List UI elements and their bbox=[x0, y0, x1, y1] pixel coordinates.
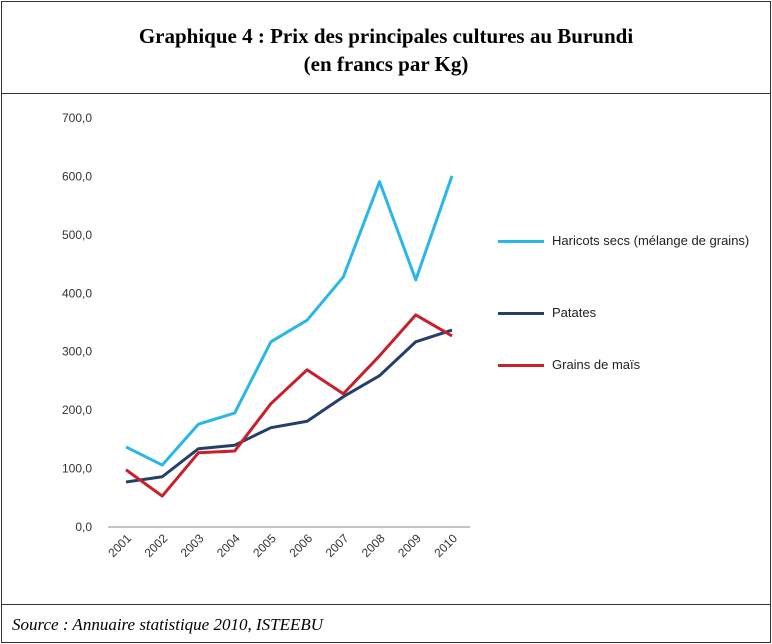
y-tick-label: 300,0 bbox=[62, 345, 92, 359]
x-tick-label: 2003 bbox=[178, 531, 207, 560]
legend-label: Grains de maïs bbox=[552, 357, 641, 372]
x-tick-label: 2006 bbox=[286, 531, 315, 560]
chart-subtitle: (en francs par Kg) bbox=[303, 52, 469, 76]
legend-label: Haricots secs (mélange de grains) bbox=[552, 233, 750, 248]
legend-swatch bbox=[498, 240, 544, 243]
y-tick-label: 500,0 bbox=[62, 228, 92, 242]
source: Source : Annuaire statistique 2010, ISTE… bbox=[12, 615, 324, 634]
x-tick-label: 2002 bbox=[142, 531, 171, 560]
legend-item: Grains de maïs bbox=[498, 356, 768, 374]
x-tick-label: 2010 bbox=[431, 531, 460, 560]
x-tick-label: 2005 bbox=[250, 531, 279, 560]
legend-swatch bbox=[498, 364, 544, 367]
y-tick-label: 400,0 bbox=[62, 286, 92, 300]
x-tick-label: 2007 bbox=[323, 531, 352, 560]
y-tick-label: 0,0 bbox=[75, 520, 92, 534]
series-line bbox=[125, 313, 453, 498]
legend-item: Patates bbox=[498, 304, 768, 322]
y-tick-label: 200,0 bbox=[62, 403, 92, 417]
legend-label: Patates bbox=[552, 305, 597, 320]
x-tick-label: 2009 bbox=[395, 531, 424, 560]
y-tick-label: 700,0 bbox=[62, 111, 92, 125]
legend-item: Haricots secs (mélange de grains) bbox=[498, 232, 768, 250]
source-box: Source : Annuaire statistique 2010, ISTE… bbox=[2, 604, 770, 643]
title-box: Graphique 4 : Prix des principales cultu… bbox=[2, 2, 770, 94]
chart-title: Graphique 4 : Prix des principales cultu… bbox=[138, 24, 634, 48]
y-tick-label: 100,0 bbox=[62, 462, 92, 476]
x-tick-label: 2004 bbox=[214, 531, 243, 560]
x-tick-label: 2001 bbox=[105, 531, 134, 560]
series-line bbox=[125, 328, 453, 484]
series-line bbox=[125, 175, 454, 467]
legend-swatch bbox=[498, 312, 544, 315]
y-tick-label: 600,0 bbox=[62, 169, 92, 183]
x-tick-label: 2008 bbox=[359, 531, 388, 560]
